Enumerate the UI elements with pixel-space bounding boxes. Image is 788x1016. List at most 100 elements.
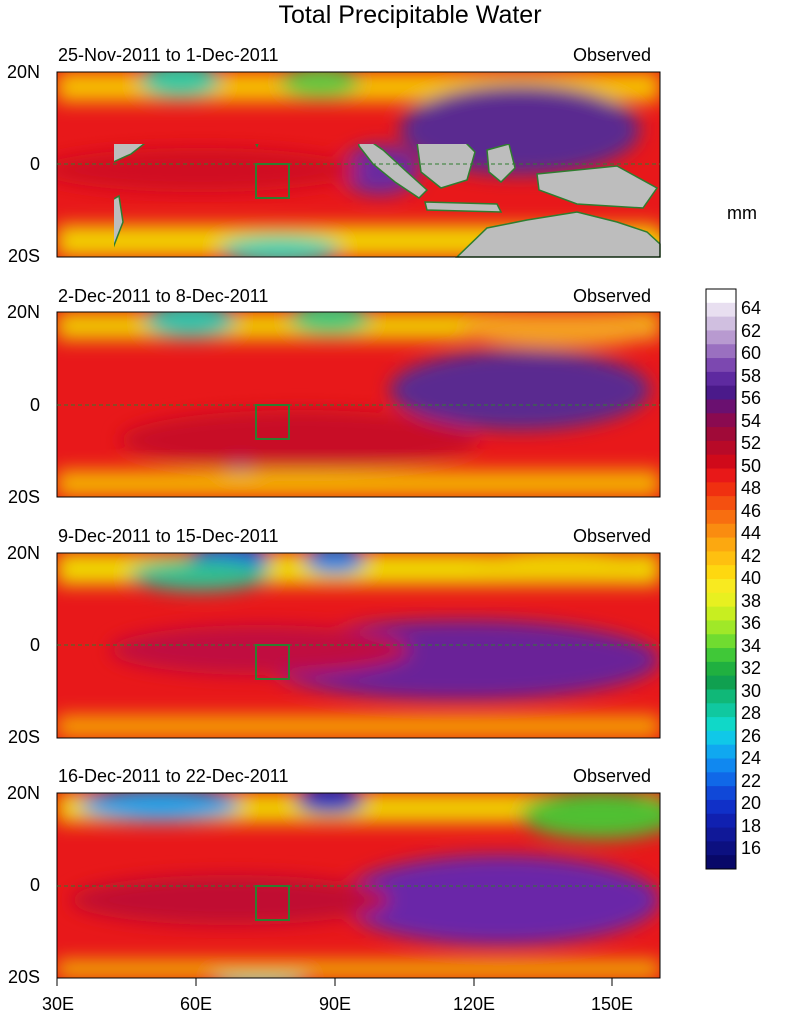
panel-1-period: 25-Nov-2011 to 1-Dec-2011 — [58, 45, 279, 65]
colorbar-swatch — [706, 799, 736, 815]
colorbar-swatch — [706, 358, 736, 373]
colorbar-swatch — [706, 302, 736, 318]
panel-4-period: 16-Dec-2011 to 22-Dec-2011 — [58, 766, 289, 786]
lat-label-20s: 20S — [7, 967, 40, 987]
lat-label-20s: 20S — [7, 246, 40, 266]
colorbar-label: 22 — [741, 770, 762, 791]
colorbar-swatch — [706, 717, 736, 732]
lat-label-0: 0 — [29, 395, 40, 415]
colorbar-swatch — [706, 827, 736, 842]
colorbar-swatch — [706, 592, 736, 608]
lat-label-0: 0 — [29, 154, 40, 174]
panel-4-status: Observed — [573, 766, 652, 786]
colorbar-label: 50 — [741, 455, 762, 476]
colorbar-swatch — [706, 523, 736, 539]
map-panel-1 — [56, 71, 661, 258]
colorbar-label: 52 — [741, 433, 762, 453]
colorbar-swatch — [706, 551, 736, 566]
colorbar-swatch — [706, 344, 736, 359]
colorbar-swatch — [706, 648, 736, 663]
colorbar-swatch — [706, 454, 736, 470]
panel-2-period: 2-Dec-2011 to 8-Dec-2011 — [58, 286, 269, 306]
colorbar-label: 36 — [741, 613, 762, 633]
colorbar-swatch — [706, 813, 736, 829]
lon-label-60e: 60E — [179, 994, 213, 1014]
lon-label-30e: 30E — [41, 994, 75, 1014]
colorbar-label: 64 — [741, 298, 762, 318]
lat-label-0: 0 — [29, 875, 40, 895]
colorbar-label: 26 — [741, 725, 762, 746]
colorbar-label: 48 — [741, 478, 762, 498]
colorbar-label: 32 — [741, 658, 762, 678]
colorbar-unit: mm — [727, 203, 757, 223]
colorbar-label: 38 — [741, 590, 762, 611]
colorbar-swatch — [706, 689, 736, 704]
colorbar-swatch — [706, 330, 736, 345]
lon-label-120e: 120E — [452, 994, 496, 1014]
colorbar-label: 24 — [741, 748, 762, 768]
colorbar-swatch — [706, 468, 736, 483]
colorbar-label: 16 — [741, 838, 762, 858]
lat-label-20s: 20S — [7, 487, 40, 507]
colorbar-swatch — [706, 537, 736, 552]
colorbar-label: 34 — [741, 635, 762, 656]
colorbar-swatch — [706, 634, 736, 649]
colorbar-label: 44 — [741, 523, 762, 543]
colorbar-swatch — [706, 661, 736, 677]
colorbar-swatch — [706, 703, 736, 718]
colorbar-frame — [705, 288, 737, 870]
colorbar-swatch — [706, 772, 736, 787]
colorbar-swatch — [706, 744, 736, 760]
colorbar-label: 54 — [741, 410, 762, 431]
colorbar-label: 62 — [741, 320, 762, 341]
colorbar-label: 46 — [741, 500, 762, 521]
map-panel-3 — [56, 552, 661, 739]
panel-3-status: Observed — [573, 526, 652, 546]
colorbar-swatch — [706, 758, 736, 773]
colorbar-swatch — [706, 606, 736, 621]
lat-label-0: 0 — [29, 635, 40, 655]
colorbar-swatch — [706, 427, 736, 442]
colorbar — [705, 288, 737, 870]
colorbar-swatch — [706, 786, 736, 801]
lon-label-150e: 150E — [590, 994, 634, 1014]
colorbar-swatch — [706, 316, 736, 331]
colorbar-swatch — [706, 496, 736, 511]
colorbar-swatch — [706, 440, 736, 456]
panel-3-period: 9-Dec-2011 to 15-Dec-2011 — [58, 526, 279, 546]
colorbar-swatch — [706, 482, 736, 497]
panel-2-status: Observed — [573, 286, 652, 306]
map-panel-4 — [56, 792, 661, 979]
colorbar-swatch — [706, 289, 736, 304]
colorbar-swatch — [706, 371, 736, 387]
colorbar-swatch — [706, 509, 736, 525]
panel-1-status: Observed — [573, 45, 652, 65]
colorbar-label: 60 — [741, 343, 762, 363]
lat-label-20n: 20N — [6, 302, 40, 322]
colorbar-swatch — [706, 855, 736, 870]
chart-title: Total Precipitable Water — [278, 1, 542, 29]
lat-label-20s: 20S — [7, 727, 40, 747]
colorbar-swatch — [706, 620, 736, 635]
colorbar-swatch — [706, 399, 736, 414]
x-axis-ticks — [56, 978, 613, 986]
colorbar-label: 40 — [741, 568, 762, 588]
colorbar-label: 20 — [741, 793, 762, 813]
colorbar-swatch — [706, 675, 736, 690]
colorbar-label: 28 — [741, 703, 762, 723]
map-panel-2 — [56, 311, 661, 498]
colorbar-swatch — [706, 385, 736, 400]
lat-label-20n: 20N — [6, 543, 40, 563]
colorbar-swatch — [706, 579, 736, 594]
colorbar-label: 42 — [741, 545, 762, 566]
colorbar-swatch — [706, 413, 736, 428]
lat-label-20n: 20N — [6, 783, 40, 803]
colorbar-label: 30 — [741, 680, 762, 701]
colorbar-label: 18 — [741, 815, 762, 836]
lon-label-90e: 90E — [318, 994, 352, 1014]
colorbar-swatch — [706, 565, 736, 580]
colorbar-label: 56 — [741, 388, 762, 408]
colorbar-swatch — [706, 841, 736, 856]
lat-label-20n: 20N — [6, 62, 40, 82]
